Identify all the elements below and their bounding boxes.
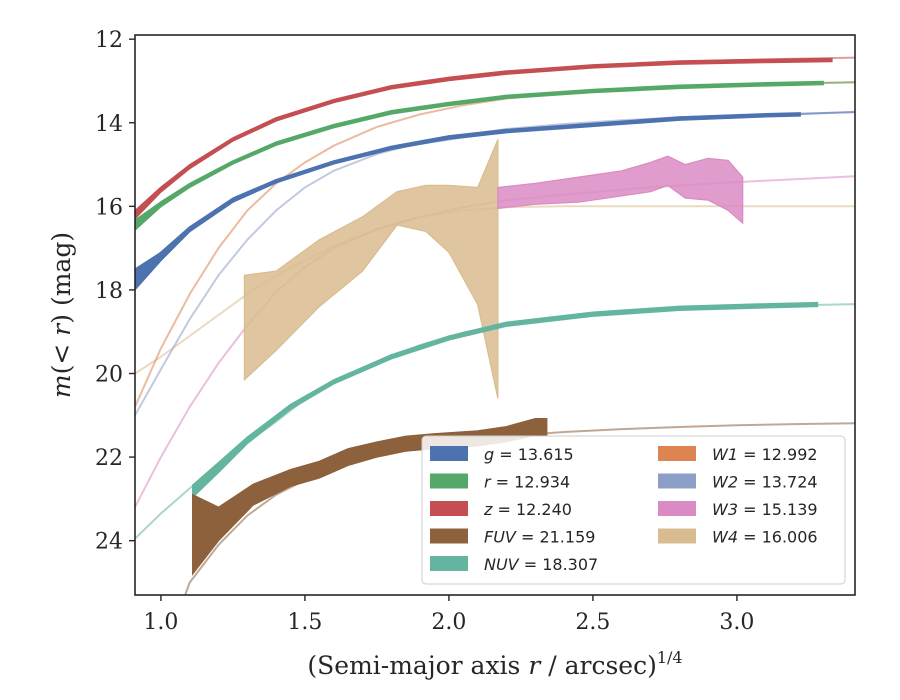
series-z-band — [135, 57, 833, 220]
legend-label-w4: W4 = 16.006 — [712, 528, 818, 547]
legend-label-fuv: FUV = 21.159 — [484, 528, 595, 547]
x-tick-label: 1.0 — [143, 610, 178, 635]
x-tick-label: 2.5 — [575, 610, 610, 635]
legend-label-w2: W2 = 13.724 — [712, 473, 818, 492]
legend-label-w1: W1 = 12.992 — [712, 445, 818, 464]
legend-swatch-fuv — [430, 528, 468, 544]
x-tick-label: 1.5 — [287, 610, 322, 635]
y-tick-label: 18 — [95, 279, 123, 304]
y-axis-label: mm((< r) (mag) — [47, 232, 76, 398]
legend-label-nuv: NUV = 18.307 — [484, 555, 598, 574]
legend-label-r: r = 12.934 — [484, 473, 570, 492]
series-g-band — [135, 112, 801, 291]
legend-swatch-w3 — [658, 501, 696, 516]
y-tick-label: 20 — [95, 363, 123, 388]
legend-swatch-nuv — [430, 556, 468, 571]
legend-swatch-g — [430, 446, 468, 461]
y-tick-label: 12 — [95, 28, 123, 53]
legend-label-g: g = 13.615 — [484, 445, 574, 464]
plot-frame — [134, 34, 856, 596]
y-axis: 12 14 16 18 20 22 24 — [95, 28, 135, 555]
series-layer — [135, 56, 855, 595]
series-fuv-band — [192, 418, 548, 576]
legend-frame — [421, 435, 846, 585]
legend-swatch-w4 — [658, 528, 696, 544]
series-w4-band — [243, 139, 499, 399]
x-tick-label: 2.0 — [431, 610, 466, 635]
legend-swatch-w1 — [658, 446, 696, 461]
legend-swatch-w2 — [658, 473, 696, 489]
legend-swatch-z — [430, 501, 468, 516]
x-axis-label: (Semi-major axis r / arcsec)1/4 — [307, 648, 682, 680]
y-tick-label: 22 — [95, 446, 123, 471]
y-tick-label: 14 — [95, 112, 123, 137]
x-tick-label: 3.0 — [719, 610, 754, 635]
legend-label-w3: W3 = 15.139 — [712, 500, 818, 519]
legend-label-z: z = 12.240 — [483, 500, 572, 519]
series-w3-band — [497, 155, 744, 225]
legend-swatch-r — [430, 473, 468, 489]
y-tick-label: 16 — [95, 195, 123, 220]
y-tick-label: 24 — [95, 530, 123, 555]
series-r-band — [135, 80, 824, 232]
series-nuv-band — [192, 301, 819, 500]
legend: g = 13.615 r = 12.934 z = 12.240 FUV = 21.1… — [421, 435, 846, 585]
x-axis: 1.0 1.5 2.0 2.5 3.0 — [143, 595, 754, 635]
